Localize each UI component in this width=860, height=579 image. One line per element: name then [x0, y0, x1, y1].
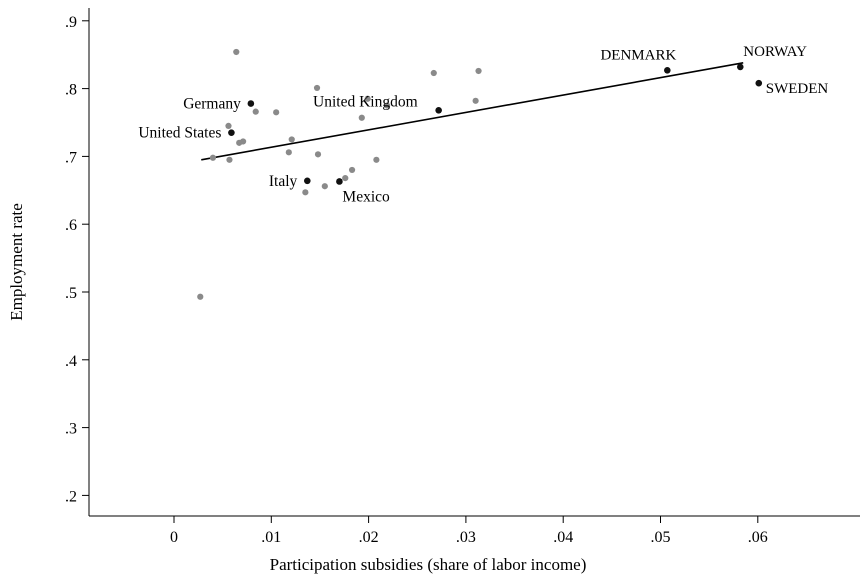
data-point	[475, 67, 482, 75]
highlighted-data-point	[228, 129, 235, 136]
point-label: Italy	[269, 173, 298, 190]
data-point	[288, 136, 295, 143]
x-tick-label: .05	[651, 529, 671, 546]
point-label: Germany	[183, 96, 241, 113]
y-ticks: .2 .3 .4 .5 .6 .7 .8 .9	[65, 14, 89, 505]
data-point	[364, 95, 371, 102]
point-labels: Germany United States United Kingdom Italy M…	[138, 44, 828, 206]
data-point	[321, 183, 328, 190]
highlighted-data-point	[664, 66, 671, 74]
x-tick-label: 0	[170, 529, 178, 546]
y-tick-label: .6	[65, 217, 77, 234]
regression-line	[201, 62, 744, 161]
x-tick-label: .06	[748, 529, 768, 546]
data-points	[197, 48, 763, 300]
data-point	[348, 166, 356, 174]
highlighted-data-point	[304, 177, 311, 185]
y-tick-label: .5	[65, 285, 77, 302]
data-point	[197, 293, 204, 300]
data-point	[430, 69, 437, 77]
highlighted-data-point	[736, 63, 744, 71]
point-label: Mexico	[342, 188, 390, 205]
y-tick-label: .8	[65, 82, 77, 99]
x-tick-label: .04	[553, 529, 573, 546]
data-point	[373, 156, 380, 163]
data-point	[209, 154, 217, 161]
x-tick-label: .02	[359, 529, 379, 546]
data-point	[342, 174, 349, 182]
data-point	[252, 108, 259, 115]
point-label: United States	[138, 125, 221, 142]
point-label: NORWAY	[743, 44, 807, 60]
data-point	[226, 156, 233, 163]
point-label: United Kingdom	[313, 93, 418, 110]
axes	[88, 8, 860, 517]
data-point	[472, 97, 479, 104]
point-label: DENMARK	[600, 47, 676, 63]
y-tick-label: .7	[65, 149, 77, 166]
y-tick-label: .4	[65, 353, 77, 370]
data-point	[273, 109, 280, 116]
x-tick-label: .03	[456, 529, 476, 546]
data-point	[233, 48, 240, 56]
y-tick-label: .2	[65, 488, 77, 505]
point-label: SWEDEN	[766, 81, 829, 97]
fit-line-group	[201, 62, 744, 161]
y-tick-label: .9	[65, 14, 77, 31]
highlighted-data-point	[247, 100, 255, 107]
data-point	[314, 151, 322, 158]
highlighted-data-point	[755, 79, 763, 87]
data-point	[302, 189, 309, 196]
y-tick-label: .3	[65, 421, 77, 438]
data-point	[313, 84, 321, 92]
x-ticks: 0 .01 .02 .03 .04 .05 .06	[170, 516, 768, 546]
data-point	[225, 122, 232, 129]
x-axis-title: Participation subsidies (share of labor …	[270, 555, 587, 574]
data-point	[358, 114, 365, 121]
y-axis-title: Employment rate	[7, 203, 26, 321]
highlighted-data-point	[336, 178, 343, 185]
x-tick-label: .01	[261, 529, 281, 546]
data-point	[285, 149, 292, 156]
data-point	[383, 102, 391, 109]
data-point	[239, 138, 247, 145]
highlighted-data-point	[435, 106, 442, 114]
